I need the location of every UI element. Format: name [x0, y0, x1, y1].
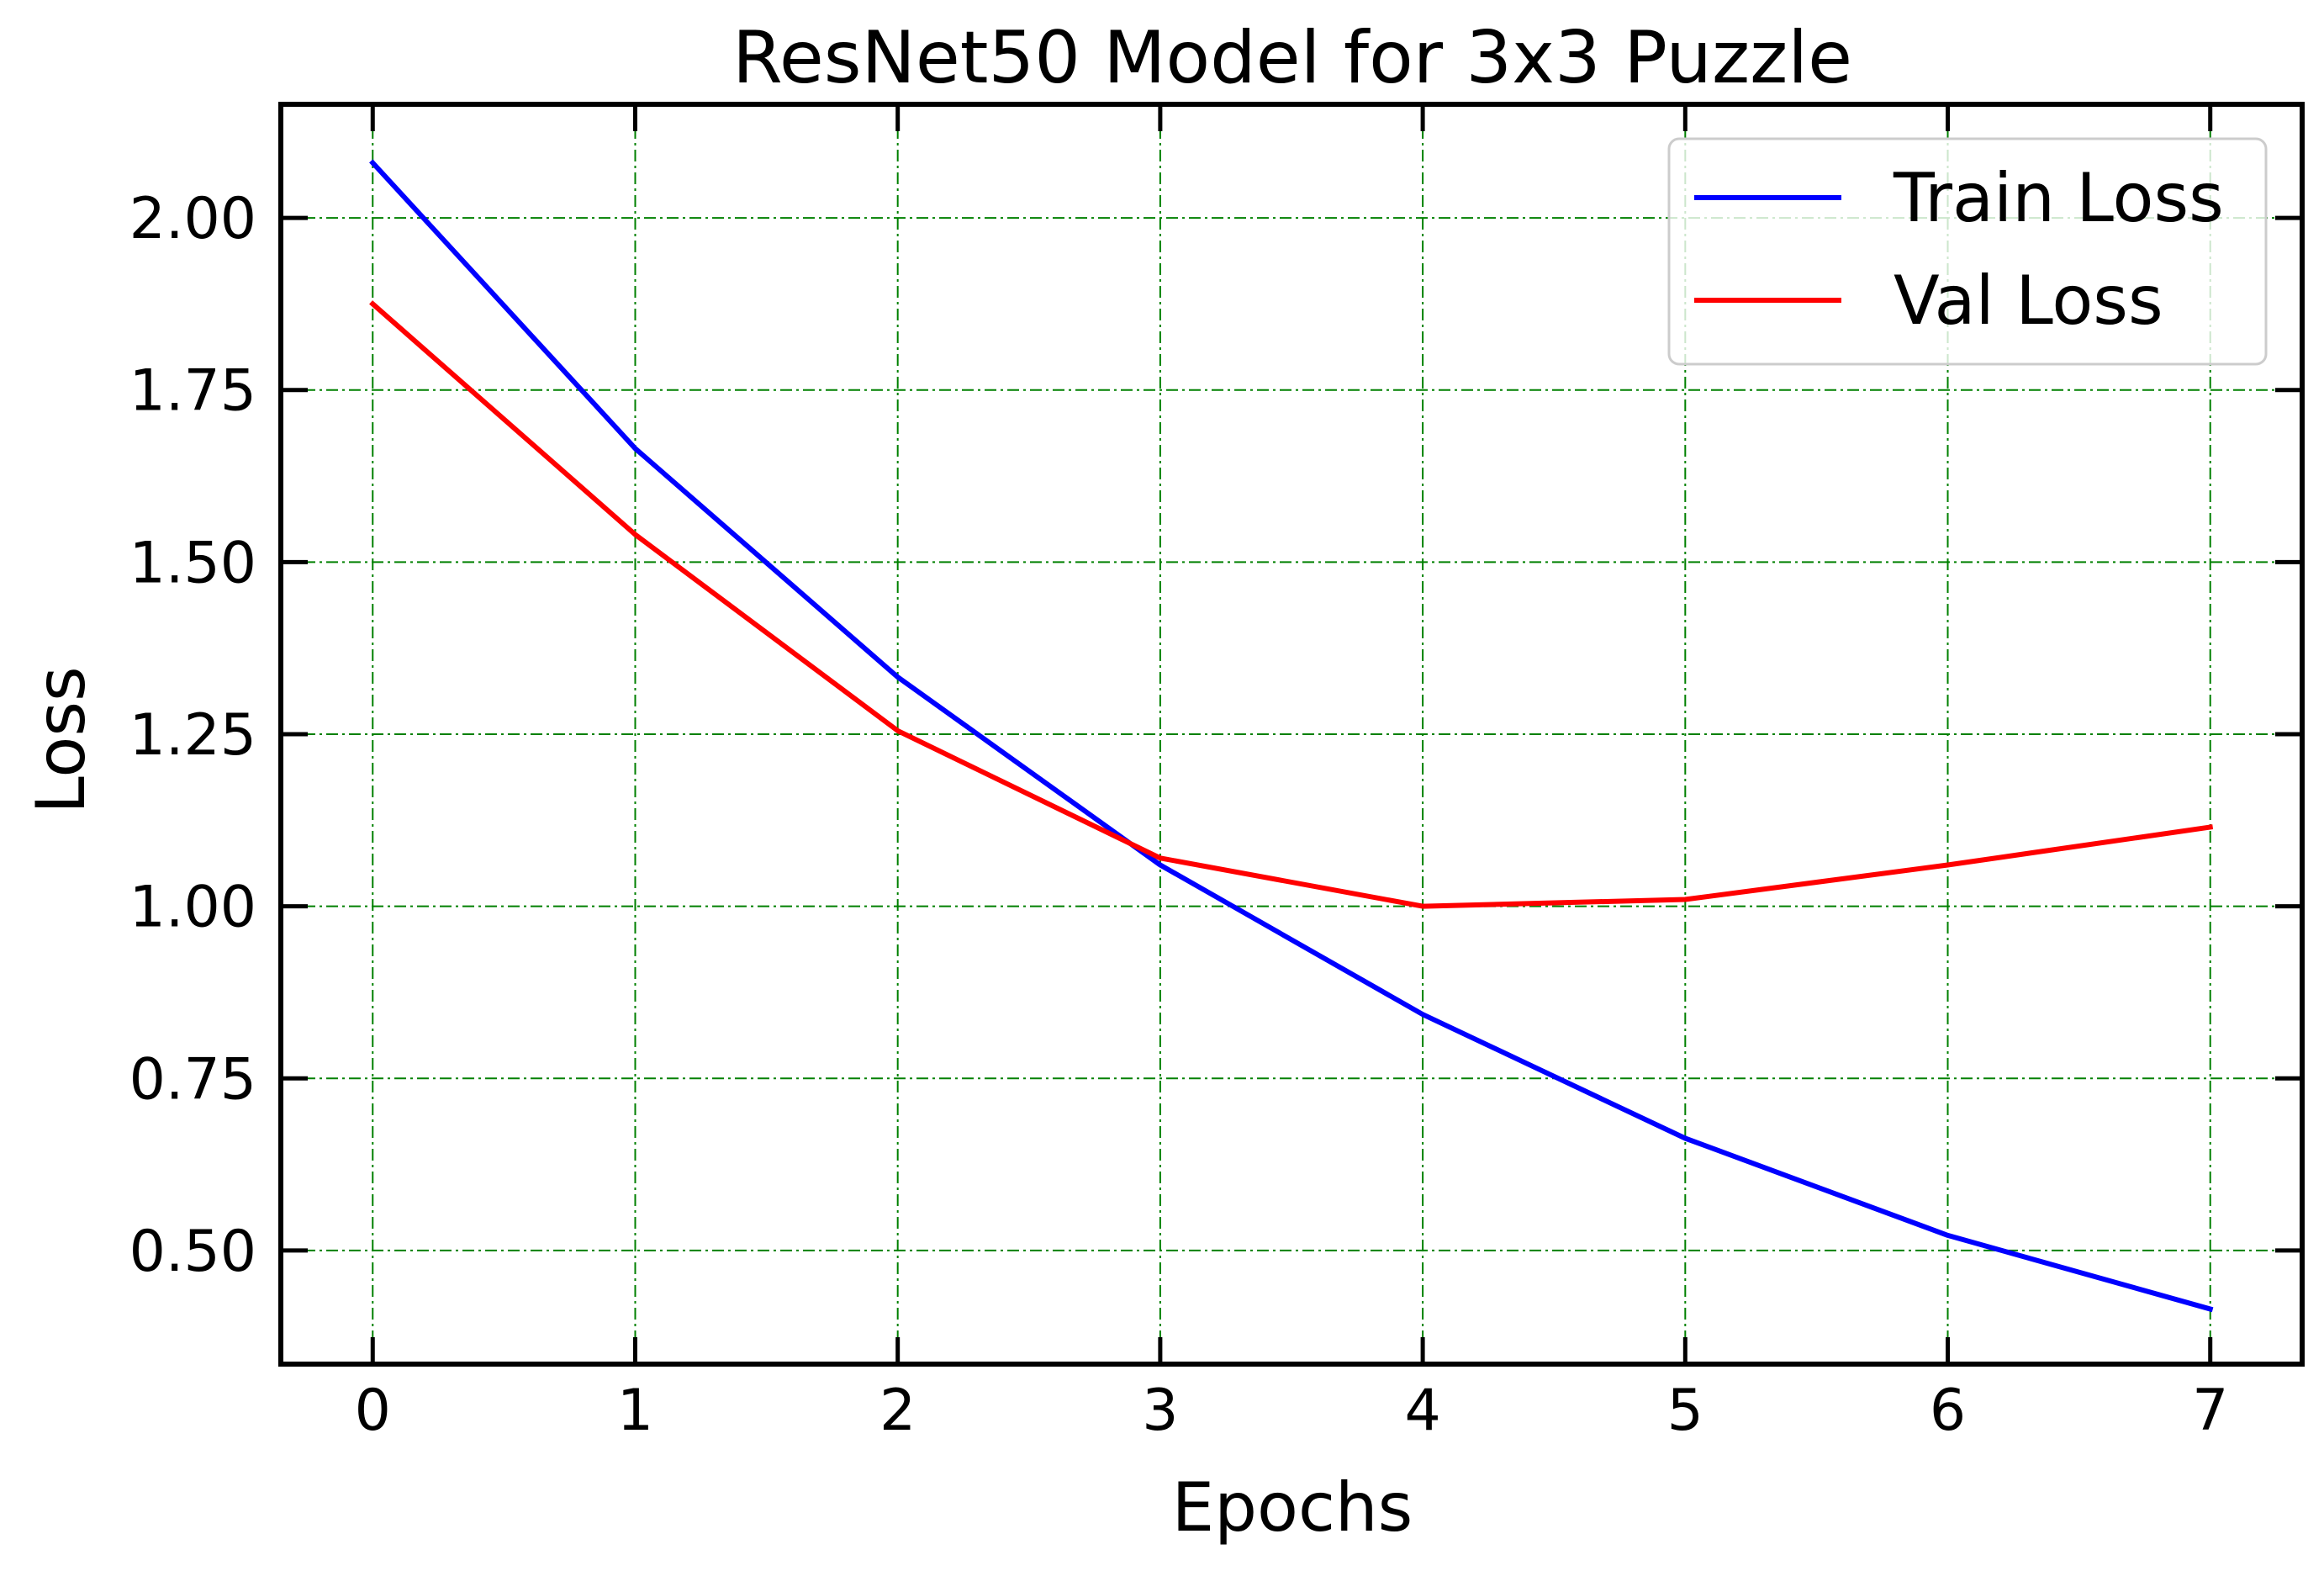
y-tick-label: 0.50 — [129, 1219, 256, 1285]
y-tick-labels: 0.50 0.75 1.00 1.25 1.50 1.75 2.00 — [129, 186, 256, 1285]
x-tick-label: 6 — [1930, 1378, 1966, 1444]
x-tick-label: 5 — [1667, 1378, 1703, 1444]
series-line-val-loss — [369, 300, 2214, 909]
y-axis-title: Loss — [22, 666, 100, 813]
x-tick-labels: 0 1 2 3 4 5 6 7 — [355, 1378, 2229, 1444]
legend-label: Train Loss — [1893, 159, 2224, 237]
y-tick-label: 1.50 — [129, 530, 256, 596]
y-tick-label: 1.75 — [129, 358, 256, 425]
x-tick-label: 1 — [617, 1378, 653, 1444]
y-tick-label: 1.00 — [129, 875, 256, 941]
x-tick-label: 4 — [1404, 1378, 1440, 1444]
chart-title: ResNet50 Model for 3x3 Puzzle — [732, 16, 1852, 100]
legend: Train Loss Val Loss — [1667, 137, 2268, 366]
series-line-train-loss — [369, 159, 2214, 1313]
legend-label: Val Loss — [1894, 262, 2163, 340]
y-tick-label: 1.25 — [129, 702, 256, 769]
series-lines — [369, 159, 2214, 1313]
y-tick-label: 2.00 — [129, 186, 256, 252]
x-tick-label: 2 — [879, 1378, 916, 1444]
x-tick-label: 0 — [355, 1378, 391, 1444]
x-axis-title: Epochs — [1172, 1468, 1413, 1547]
y-tick-label: 0.75 — [129, 1046, 256, 1113]
x-tick-label: 3 — [1142, 1378, 1178, 1444]
x-tick-label: 7 — [2192, 1378, 2228, 1444]
axis-ticks — [281, 104, 2302, 1364]
